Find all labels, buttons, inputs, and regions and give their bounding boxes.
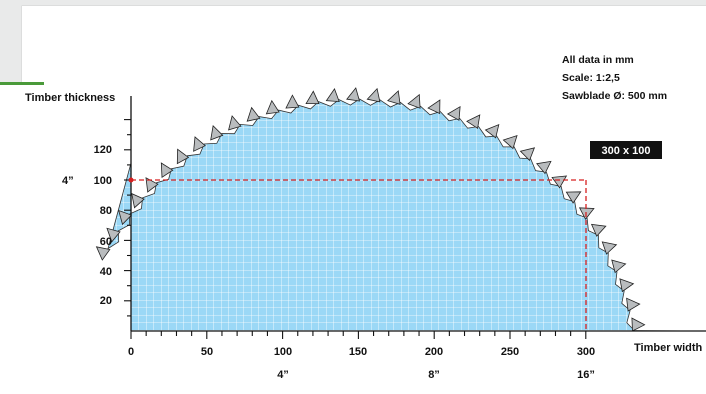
saw-tooth — [446, 105, 461, 121]
sawblade-body — [107, 98, 706, 332]
x-axis-title: Timber width — [634, 342, 703, 354]
saw-tooth — [590, 223, 607, 237]
saw-tooth — [193, 136, 206, 152]
saw-tooth — [466, 114, 481, 129]
saw-tooth — [95, 246, 111, 261]
saw-tooth — [106, 227, 121, 243]
saw-tooth — [626, 297, 641, 312]
y-axis-title: Timber thickness — [25, 92, 115, 104]
saw-teeth — [95, 87, 646, 332]
saw-tooth — [484, 123, 500, 139]
saw-tooth — [305, 90, 320, 104]
cut-marker-left — [128, 177, 134, 183]
saw-tooth — [601, 241, 618, 255]
y-tick-label-60: 60 — [100, 236, 112, 248]
y-tick-label-100: 100 — [94, 175, 112, 187]
saw-tooth — [551, 175, 568, 189]
sawblade-note: Sawblade Ø: 500 mm — [562, 90, 667, 102]
y-inch-label: 4” — [62, 175, 74, 187]
x-inch-label-16: 16” — [577, 369, 595, 381]
x-tick-label-200: 200 — [425, 346, 443, 358]
y-tick-label-40: 40 — [100, 266, 112, 278]
x-tick-label-150: 150 — [349, 346, 367, 358]
saw-tooth — [346, 87, 361, 102]
x-tick-label-300: 300 — [577, 346, 595, 358]
saw-tooth — [145, 177, 159, 193]
x-tick-label-0: 0 — [128, 346, 134, 358]
x-tick-label-250: 250 — [501, 346, 519, 358]
x-tick-label-100: 100 — [274, 346, 292, 358]
saw-tooth — [631, 317, 646, 332]
saw-tooth — [536, 160, 552, 175]
axis-ticks — [124, 119, 587, 339]
x-inch-label-4: 4” — [277, 369, 289, 381]
saw-tooth — [502, 134, 518, 150]
saw-tooth — [366, 87, 381, 103]
x-inch-label-8: 8” — [428, 369, 440, 381]
saw-tooth — [565, 191, 582, 204]
y-tick-label-80: 80 — [100, 205, 112, 217]
saw-tooth — [519, 147, 536, 162]
saw-tooth — [427, 99, 441, 115]
data-unit-note: All data in mm — [562, 54, 634, 66]
saw-tooth — [246, 106, 261, 122]
y-tick-label-120: 120 — [94, 144, 112, 156]
scale-note: Scale: 1:2,5 — [562, 72, 620, 84]
y-tick-label-20: 20 — [100, 295, 112, 307]
saw-tooth — [131, 192, 145, 209]
saw-tooth — [265, 99, 280, 115]
saw-tooth — [387, 90, 401, 105]
x-tick-label-50: 50 — [201, 346, 213, 358]
saw-tooth — [578, 207, 595, 220]
saw-tooth — [325, 88, 340, 103]
saw-tooth — [619, 278, 635, 293]
saw-tooth — [407, 93, 421, 109]
saw-tooth — [611, 259, 627, 274]
saw-tooth — [118, 209, 133, 226]
saw-tooth — [210, 124, 224, 141]
saw-tooth — [228, 115, 242, 131]
saw-tooth — [160, 162, 174, 179]
saw-tooth — [176, 148, 190, 165]
accent-bar — [0, 82, 44, 85]
cut-size-label: 300 x 100 — [602, 145, 651, 157]
cut-size-badge — [590, 141, 662, 159]
saw-tooth — [285, 94, 300, 109]
